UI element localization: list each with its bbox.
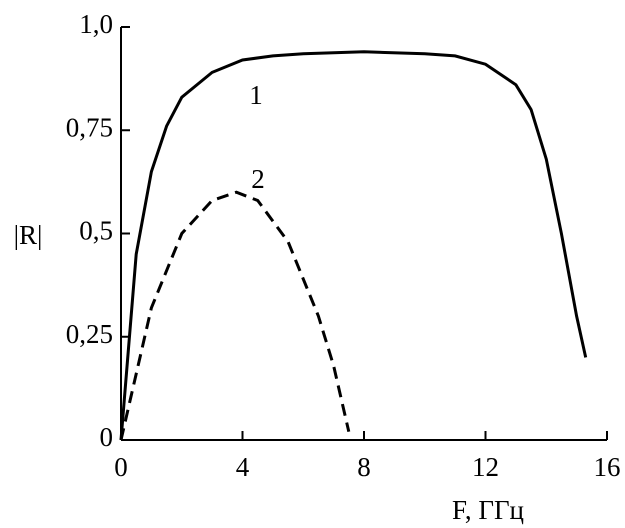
y-tick-label: 1,0 <box>79 9 113 39</box>
y-tick-label: 0,5 <box>79 216 113 246</box>
y-axis-label: |R| <box>14 220 43 250</box>
y-tick-label: 0,75 <box>66 112 113 142</box>
y-tick-label: 0,25 <box>66 319 113 349</box>
series-label: 2 <box>251 164 265 194</box>
x-axis-label: F, ГГц <box>452 495 524 525</box>
series-line <box>119 50 588 441</box>
y-tick-label: 0 <box>100 422 114 452</box>
x-tick-label: 8 <box>357 452 371 482</box>
x-tick-label: 16 <box>594 452 621 482</box>
x-tick-label: 4 <box>236 452 250 482</box>
series-label: 1 <box>249 80 263 110</box>
series-line <box>119 190 351 441</box>
x-tick-label: 0 <box>114 452 128 482</box>
x-tick-label: 12 <box>472 452 499 482</box>
